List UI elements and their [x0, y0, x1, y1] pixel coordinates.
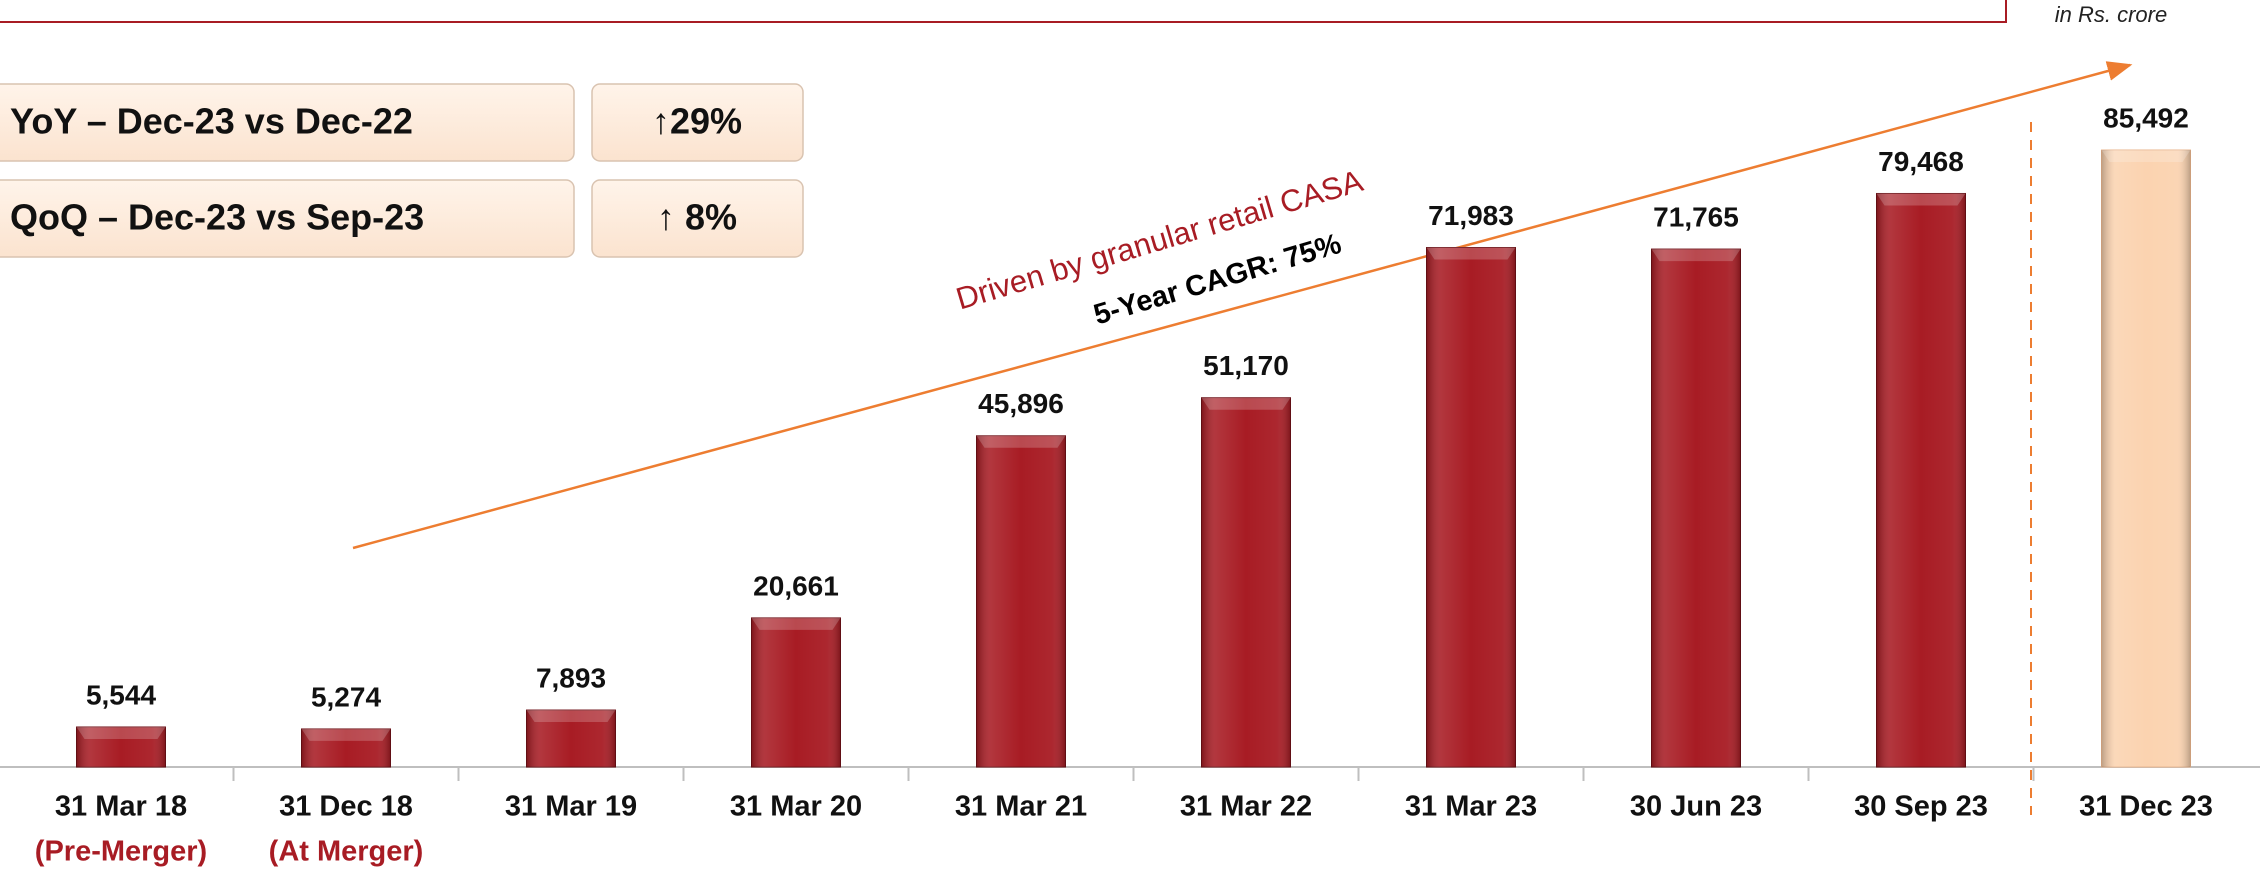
x-tick-label: 31 Mar 22	[1180, 791, 1312, 823]
value-label: 51,170	[1203, 350, 1289, 381]
bar-bevel	[751, 617, 841, 630]
comparison-box	[0, 83, 575, 162]
value-label: 85,492	[2103, 102, 2189, 133]
value-label: 5,544	[86, 679, 156, 710]
x-tick-label: 31 Dec 23	[2079, 791, 2213, 823]
x-tick-label: 31 Mar 18	[55, 791, 187, 823]
value-label: 79,468	[1878, 146, 1964, 177]
value-label: 71,765	[1653, 201, 1739, 232]
bar-bevel	[1201, 397, 1291, 410]
x-tick-label: 31 Mar 20	[730, 791, 862, 823]
x-tick-label: 31 Dec 18	[279, 791, 413, 823]
bar-bevel	[1651, 249, 1741, 262]
bar-bevel	[2101, 150, 2191, 162]
bar-bevel	[976, 435, 1066, 448]
bar	[751, 617, 841, 768]
comparison-value: ↑29%	[652, 101, 742, 142]
bar	[1426, 246, 1516, 768]
x-tick-label: 31 Mar 23	[1405, 791, 1537, 823]
comparison-value: ↑ 8%	[657, 197, 737, 238]
bar	[976, 435, 1066, 768]
x-tick-label: 30 Sep 23	[1854, 791, 1988, 823]
bar	[2101, 149, 2191, 768]
bar-bevel	[301, 728, 391, 741]
x-tick-label: 31 Mar 19	[505, 791, 637, 823]
x-tick-label: 30 Jun 23	[1630, 791, 1762, 823]
x-tick-label: 31 Mar 21	[955, 791, 1087, 823]
category-note: (At Merger)	[269, 836, 424, 868]
trend-arrow	[352, 61, 2133, 550]
comparison-label: YoY – Dec-23 vs Dec-22	[10, 101, 413, 142]
comparison-box	[591, 83, 804, 162]
value-label: 7,893	[536, 662, 606, 693]
comparison-box	[591, 179, 804, 258]
bar-bevel	[1426, 247, 1516, 260]
bar-bevel	[76, 726, 166, 739]
category-note: (Pre-Merger)	[35, 836, 207, 868]
value-label: 20,661	[753, 570, 839, 601]
bar-bevel	[1876, 193, 1966, 206]
header-border	[0, 0, 2007, 23]
bar	[1876, 192, 1966, 768]
comparison-label: QoQ – Dec-23 vs Sep-23	[10, 197, 424, 238]
bar-bevel	[526, 710, 616, 723]
value-label: 71,983	[1428, 200, 1514, 231]
comparison-box	[0, 179, 575, 258]
bar	[1201, 397, 1291, 768]
bar	[1651, 248, 1741, 768]
value-label: 45,896	[978, 388, 1064, 419]
unit-note: in Rs. crore	[2055, 2, 2167, 27]
value-label: 5,274	[311, 681, 381, 712]
